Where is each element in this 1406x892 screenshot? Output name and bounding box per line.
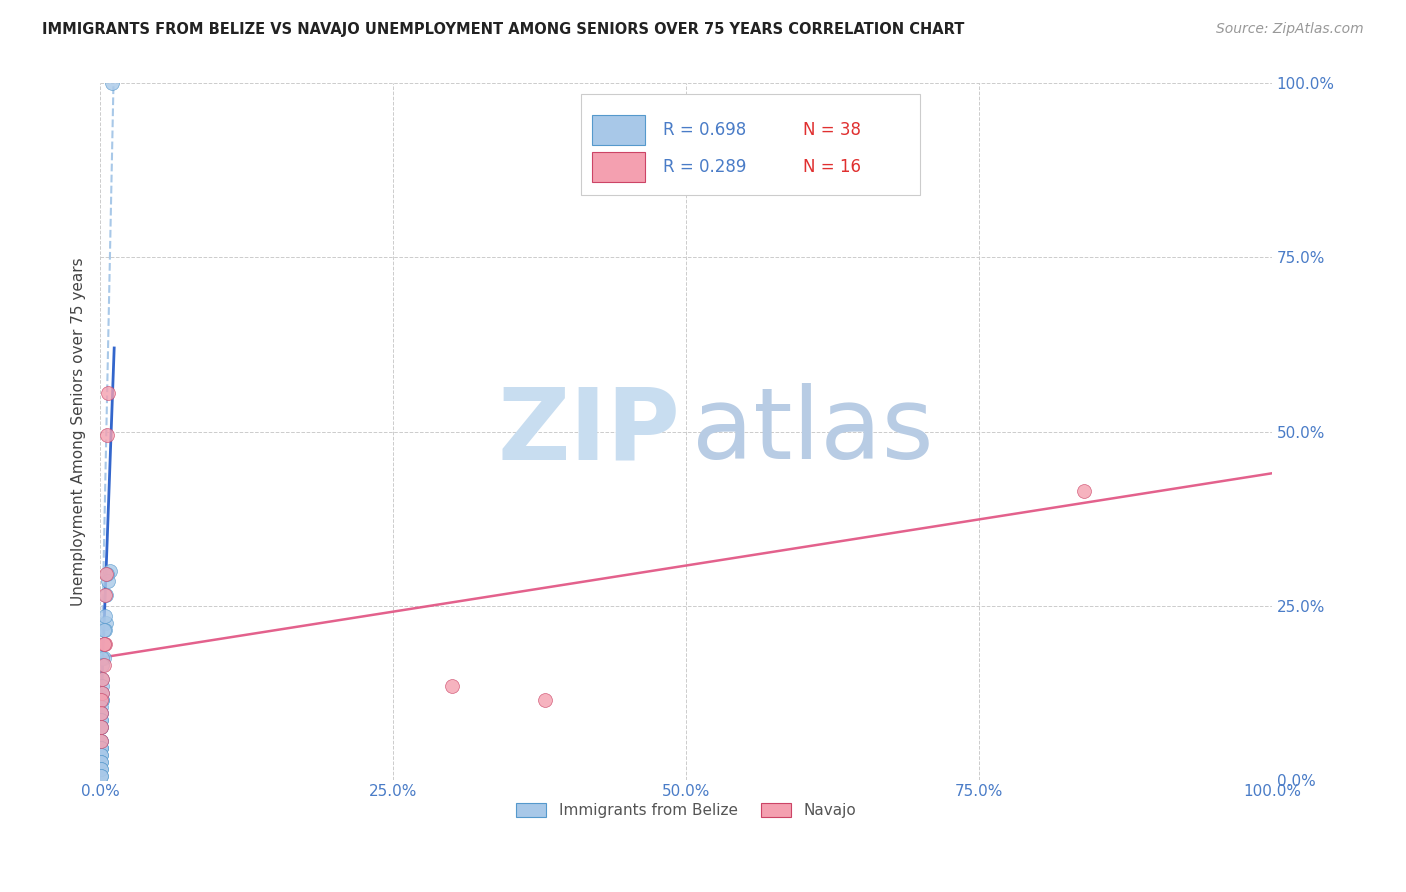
Point [90,734,112,748]
Point [94,588,117,602]
Point [90,755,112,769]
Point [93,637,115,651]
Point [90,692,112,706]
Point [90,714,112,728]
Point [90,706,112,721]
Text: ZIP: ZIP [498,383,681,480]
Text: N = 16: N = 16 [803,158,862,176]
Point [101,77,124,91]
Point [93,637,115,651]
Legend: Immigrants from Belize, Navajo: Immigrants from Belize, Navajo [510,797,862,824]
Y-axis label: Unemployment Among Seniors over 75 years: Unemployment Among Seniors over 75 years [72,257,86,606]
Point [94,615,117,630]
Point [90,706,112,721]
Point [93,657,115,672]
Point [534,692,557,706]
Point [90,762,112,776]
Point [96,567,118,582]
Point [90,741,112,756]
Point [91,685,114,699]
Point [91,672,114,686]
Text: R = 0.698: R = 0.698 [662,121,745,139]
Point [440,679,463,693]
Text: N = 38: N = 38 [803,121,862,139]
Point [91,650,114,665]
Text: R = 0.289: R = 0.289 [662,158,747,176]
Text: IMMIGRANTS FROM BELIZE VS NAVAJO UNEMPLOYMENT AMONG SENIORS OVER 75 YEARS CORREL: IMMIGRANTS FROM BELIZE VS NAVAJO UNEMPLO… [42,22,965,37]
Point [90,748,112,763]
Point [90,734,112,748]
Point [90,769,112,783]
Bar [592,115,645,145]
Point [94,609,117,624]
Point [93,650,115,665]
Point [90,769,112,783]
Point [90,741,112,756]
Point [90,762,112,776]
Point [90,714,112,728]
Point [91,679,114,693]
Point [90,720,112,734]
Point [90,720,112,734]
Point [91,672,114,686]
Point [91,657,114,672]
Point [90,755,112,769]
Text: atlas: atlas [692,383,934,480]
Point [97,574,120,589]
Point [94,588,117,602]
Text: Source: ZipAtlas.com: Source: ZipAtlas.com [1216,22,1364,37]
Point [98,564,121,578]
Point [91,685,114,699]
Point [90,748,112,763]
Point [90,699,112,714]
Point [97,386,120,401]
Point [90,692,112,706]
Bar [592,153,645,182]
Point [90,706,112,721]
Point [90,692,112,706]
Point [90,734,112,748]
Point [1073,483,1095,498]
Point [94,623,117,637]
Point [90,720,112,734]
Point [94,637,117,651]
Point [93,623,115,637]
FancyBboxPatch shape [581,94,921,194]
Point [90,741,112,756]
Point [96,428,118,442]
Point [94,567,117,582]
